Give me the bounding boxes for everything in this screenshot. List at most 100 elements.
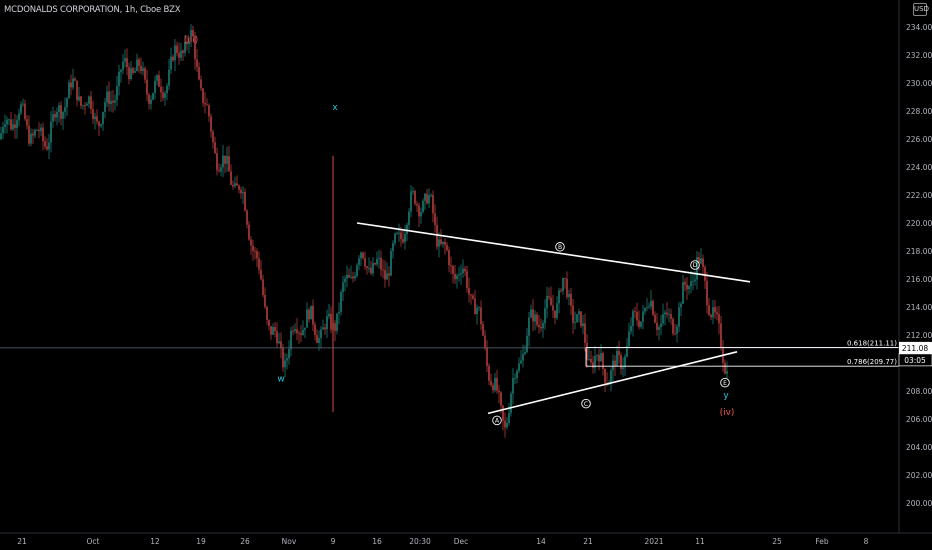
candle (708, 298, 710, 317)
candle (582, 315, 584, 334)
wave-circle-text: A (495, 418, 500, 425)
fib-level-label: 0.786(209.77) (847, 358, 897, 366)
candle (272, 323, 274, 335)
candle (64, 97, 66, 119)
candle (424, 192, 426, 211)
wave-circle (720, 377, 730, 388)
candle (526, 327, 528, 354)
candle (376, 251, 378, 267)
candle (198, 61, 200, 81)
candle (210, 113, 212, 138)
candle (682, 274, 684, 304)
candle (146, 69, 148, 102)
candle (562, 277, 564, 295)
candle (34, 128, 36, 138)
candle (212, 129, 214, 149)
candle (92, 100, 94, 125)
candle (386, 262, 388, 280)
candle (614, 355, 616, 376)
candle (52, 106, 54, 128)
candle (270, 326, 272, 340)
candle (258, 251, 260, 275)
candle (440, 229, 442, 247)
candle (594, 346, 596, 374)
candle (282, 344, 284, 372)
candle (568, 289, 570, 306)
candle (656, 313, 658, 336)
candle (360, 251, 362, 266)
candle (536, 311, 538, 328)
trendline-lower (487, 351, 738, 415)
candle (370, 260, 372, 275)
x-tick-label: 21 (583, 537, 593, 546)
candle (114, 94, 116, 111)
x-tick-label: Feb (815, 537, 829, 546)
candle (442, 241, 444, 248)
candle (398, 223, 400, 242)
x-tick-label: Nov (282, 537, 297, 546)
candle (86, 101, 88, 106)
candle (648, 302, 650, 309)
candle (570, 287, 572, 316)
candle (80, 95, 82, 109)
wave-circle-label: E (720, 377, 730, 388)
y-tick-label: 228.00 (906, 107, 932, 116)
candle (650, 290, 652, 310)
wave-circle-label: A (492, 415, 502, 426)
candle (116, 75, 118, 107)
candle (30, 128, 32, 147)
candle (140, 57, 142, 75)
x-tick-label: 25 (772, 537, 782, 546)
candle (596, 354, 598, 361)
candle (676, 324, 678, 343)
candle (468, 277, 470, 303)
x-tick-label: 8 (864, 537, 869, 546)
candle (176, 41, 178, 57)
candle (108, 81, 110, 112)
candle (310, 305, 312, 320)
time-axis[interactable]: 21 Oct 12 19 26 Nov 9 16 20:30 Dec 14 21 2021 11 25 Feb… (17, 537, 868, 546)
candle (616, 345, 618, 367)
candle (416, 200, 418, 212)
wave-circle-label: D (690, 260, 700, 270)
x-tick-label: 21 (17, 537, 27, 546)
candle (522, 344, 524, 368)
wave-label: (iii) (184, 36, 199, 46)
candle (164, 90, 166, 107)
candle (348, 268, 350, 279)
wave-circle-label: B (555, 242, 565, 252)
candle (156, 74, 158, 86)
candle (42, 122, 44, 151)
wave-label: y (723, 391, 729, 401)
candle (668, 307, 670, 323)
candle (452, 264, 454, 284)
candle (350, 265, 352, 279)
candle (236, 175, 238, 186)
y-tick-label: 234.00 (906, 23, 932, 32)
candle (576, 313, 578, 323)
candle (720, 315, 722, 351)
y-tick-label: 226.00 (906, 135, 932, 144)
candle (490, 373, 492, 387)
candle (458, 266, 460, 282)
candle (32, 129, 34, 144)
candle (422, 198, 424, 214)
x-tick-label: 26 (240, 537, 250, 546)
candle (438, 232, 440, 258)
wave-label: x (332, 103, 338, 113)
candle (124, 49, 126, 68)
currency-badge[interactable]: USD (913, 3, 929, 16)
candle (486, 340, 488, 373)
candle (50, 111, 52, 153)
candle (554, 310, 556, 325)
countdown-badge (898, 353, 932, 367)
candle (78, 87, 80, 102)
candle (330, 306, 332, 334)
y-tick-label: 230.00 (906, 79, 932, 88)
candle (660, 314, 662, 336)
candle (404, 224, 406, 250)
candle (654, 311, 656, 324)
x-tick-label: 9 (331, 537, 336, 546)
candle (688, 285, 690, 295)
